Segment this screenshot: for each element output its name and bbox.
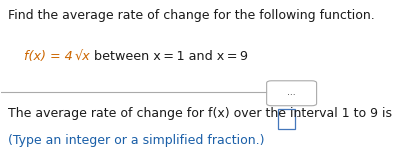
Text: √x: √x	[75, 50, 91, 63]
Text: between x = 1 and x = 9: between x = 1 and x = 9	[90, 50, 248, 63]
Text: The average rate of change for f(x) over the interval 1 to 9 is: The average rate of change for f(x) over…	[8, 107, 392, 120]
Text: f(x) = 4: f(x) = 4	[24, 50, 73, 63]
Text: (Type an integer or a simplified fraction.): (Type an integer or a simplified fractio…	[8, 134, 264, 148]
Text: ...: ...	[287, 88, 296, 97]
Text: Find the average rate of change for the following function.: Find the average rate of change for the …	[8, 9, 374, 22]
FancyBboxPatch shape	[278, 109, 295, 129]
FancyBboxPatch shape	[267, 81, 317, 106]
Text: .: .	[295, 107, 299, 120]
